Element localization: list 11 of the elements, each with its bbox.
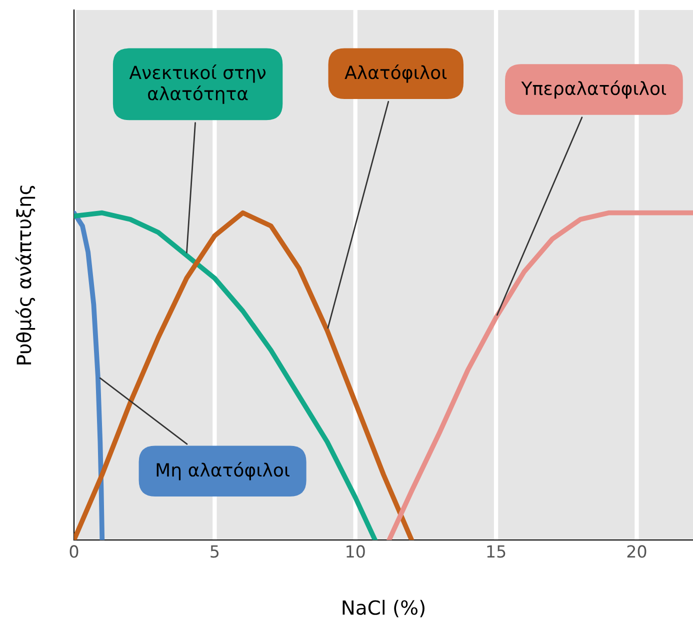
y-axis-title: Ρυθμός ανάπτυξης (15, 186, 36, 364)
text: Υπεραλατόφιλοι (521, 80, 666, 99)
text: Ανεκτικοί στην αλατότητα (129, 64, 266, 104)
x-tick-label: 20 (627, 545, 646, 558)
x-tick-label: 0 (70, 545, 78, 558)
x-axis-title: NaCl (%) (342, 600, 424, 618)
text: Μη αλατόφιλοι (156, 462, 290, 480)
x-tick-label: 10 (346, 545, 365, 558)
x-tick-label: 15 (487, 545, 506, 558)
x-tick-label: 5 (210, 545, 219, 558)
text: Αλατόφιλοι (344, 64, 447, 83)
